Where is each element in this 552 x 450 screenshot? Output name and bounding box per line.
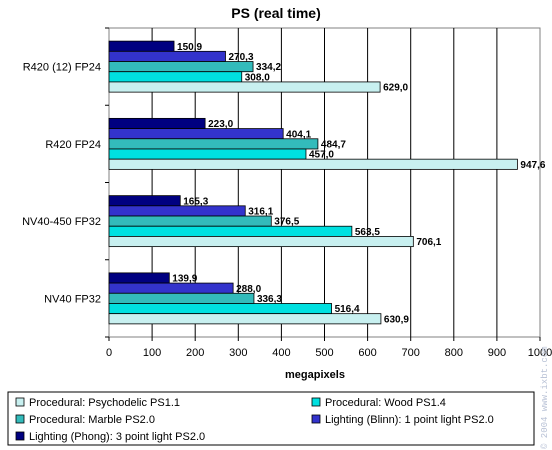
legend-label: Lighting (Phong): 3 point light PS2.0 bbox=[29, 431, 205, 443]
category-labels: R420 (12) FP24 R420 FP24 NV40-450 FP32 NV40… bbox=[22, 62, 101, 306]
bar bbox=[108, 282, 234, 294]
legend-label: Lighting (Blinn): 1 point light PS2.0 bbox=[325, 414, 494, 426]
data-label: 457,0 bbox=[309, 150, 334, 161]
data-label: 629,0 bbox=[383, 83, 408, 94]
x-tick-labels: 0 100 200 300 400 500 600 700 800 900 1000 bbox=[106, 347, 552, 359]
legend-label: Procedural: Psychodelic PS1.1 bbox=[29, 397, 180, 409]
bar bbox=[108, 303, 332, 315]
x-tick-label: 500 bbox=[315, 347, 333, 359]
data-label: 630,9 bbox=[384, 314, 409, 325]
data-label: 706,1 bbox=[416, 237, 441, 248]
data-label: 947,6 bbox=[520, 160, 545, 171]
bar bbox=[108, 292, 255, 304]
data-label: 139,9 bbox=[172, 274, 197, 285]
x-tick-label: 600 bbox=[358, 347, 376, 359]
category-label: R420 FP24 bbox=[45, 139, 101, 151]
data-label: 288,0 bbox=[236, 284, 261, 295]
bar bbox=[108, 148, 307, 160]
legend-swatch bbox=[15, 431, 25, 441]
x-tick-label: 200 bbox=[186, 347, 204, 359]
data-label: 223,0 bbox=[208, 119, 233, 130]
legend-swatch bbox=[15, 397, 25, 407]
x-tick-label: 300 bbox=[229, 347, 247, 359]
data-label: 316,1 bbox=[248, 207, 273, 218]
chart-title: PS (real time) bbox=[231, 5, 320, 21]
x-tick-label: 1000 bbox=[528, 347, 552, 359]
bar bbox=[108, 138, 319, 150]
bar bbox=[108, 236, 414, 248]
bar bbox=[108, 272, 170, 284]
x-tick-label: 800 bbox=[445, 347, 463, 359]
data-label: 150,9 bbox=[177, 42, 202, 53]
bar bbox=[108, 61, 254, 73]
data-label: 334,2 bbox=[256, 62, 281, 73]
x-tick-label: 400 bbox=[272, 347, 290, 359]
data-label: 308,0 bbox=[245, 72, 270, 83]
data-label: 376,5 bbox=[274, 217, 299, 228]
data-label: 404,1 bbox=[286, 129, 311, 140]
data-label: 563,5 bbox=[355, 227, 380, 238]
data-label: 165,3 bbox=[183, 196, 208, 207]
x-tick-label: 100 bbox=[143, 347, 161, 359]
category-label: NV40 FP32 bbox=[44, 293, 101, 305]
bar bbox=[108, 158, 518, 170]
data-label: 336,3 bbox=[257, 294, 282, 305]
data-label: 516,4 bbox=[335, 304, 360, 315]
bar bbox=[108, 128, 284, 140]
bar bbox=[108, 117, 206, 129]
data-label: 270,3 bbox=[228, 52, 253, 63]
category-label: NV40-450 FP32 bbox=[22, 216, 101, 228]
legend: Procedural: Psychodelic PS1.1 Procedural:… bbox=[15, 397, 494, 443]
watermark: © 2004 www.ixbt.com bbox=[540, 346, 550, 449]
x-axis-title: megapixels bbox=[285, 369, 345, 381]
bar bbox=[108, 215, 272, 227]
bar bbox=[108, 205, 246, 217]
legend-swatch bbox=[311, 414, 321, 424]
data-label: 484,7 bbox=[321, 139, 346, 150]
bar bbox=[108, 40, 175, 52]
category-label: R420 (12) FP24 bbox=[23, 62, 101, 74]
legend-label: Procedural: Wood PS1.4 bbox=[325, 397, 446, 409]
legend-swatch bbox=[15, 414, 25, 424]
bar bbox=[108, 313, 382, 325]
legend-swatch bbox=[311, 397, 321, 407]
bar bbox=[108, 81, 381, 93]
bar bbox=[108, 50, 226, 62]
x-tick-label: 700 bbox=[402, 347, 420, 359]
x-tick-label: 900 bbox=[488, 347, 506, 359]
bar bbox=[108, 71, 243, 83]
bar bbox=[108, 225, 353, 237]
legend-label: Procedural: Marble PS2.0 bbox=[29, 414, 155, 426]
x-tick-label: 0 bbox=[106, 347, 112, 359]
legend-box bbox=[7, 391, 535, 446]
bar bbox=[108, 195, 181, 207]
